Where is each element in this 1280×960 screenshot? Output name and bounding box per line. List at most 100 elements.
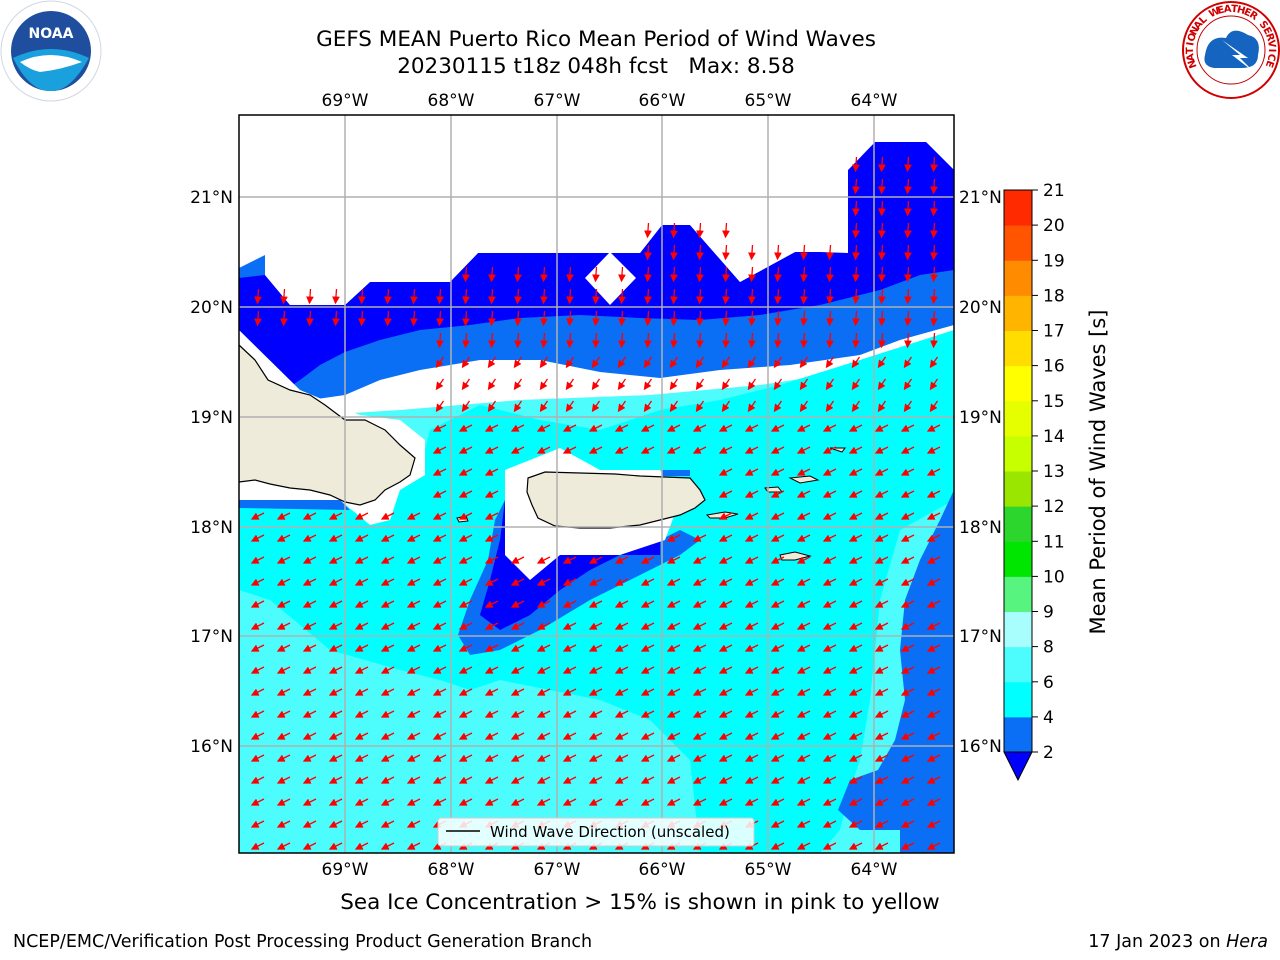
wind-wave-arrow — [302, 556, 317, 564]
map-plot-area — [239, 115, 954, 853]
wind-wave-arrow — [250, 842, 265, 850]
wind-wave-arrow — [380, 732, 395, 740]
wind-wave-arrow — [354, 798, 369, 806]
wind-wave-arrow — [406, 644, 421, 652]
wind-wave-arrow — [250, 754, 265, 762]
wind-wave-arrow — [874, 820, 889, 828]
wind-wave-arrow — [276, 820, 291, 828]
wind-wave-arrow — [536, 688, 551, 696]
wind-wave-arrow — [539, 356, 549, 369]
wind-wave-arrow — [900, 600, 915, 608]
wind-wave-arrow — [406, 688, 421, 696]
puerto-rico-land — [526, 471, 706, 529]
wind-wave-arrow — [354, 820, 369, 828]
colorbar-tick-label: 17 — [1043, 322, 1065, 342]
wind-wave-arrow — [588, 666, 603, 674]
nws-logo-letter: E — [1242, 7, 1253, 20]
wind-wave-arrow — [930, 288, 938, 305]
wind-wave-arrow — [904, 222, 912, 239]
wind-wave-arrow — [926, 666, 941, 674]
wind-wave-arrow — [800, 332, 808, 349]
wind-wave-arrow — [926, 512, 941, 520]
wind-wave-arrow — [562, 424, 577, 432]
wind-wave-arrow — [302, 666, 317, 674]
wind-wave-arrow — [588, 644, 603, 652]
wind-wave-arrow — [432, 446, 447, 454]
wind-wave-arrow — [254, 288, 262, 305]
wind-wave-arrow — [250, 512, 265, 520]
wind-wave-arrow — [250, 534, 265, 542]
wind-wave-arrow — [458, 666, 473, 674]
wind-wave-arrow — [796, 600, 811, 608]
wind-wave-arrow — [432, 644, 447, 652]
wind-wave-arrow — [695, 400, 705, 413]
wind-wave-arrow — [562, 732, 577, 740]
wind-wave-arrow — [770, 732, 785, 740]
wind-wave-arrow — [484, 600, 499, 608]
wind-wave-arrow — [514, 266, 522, 283]
wind-wave-arrow — [358, 310, 366, 327]
wind-wave-arrow — [306, 288, 314, 305]
wind-wave-arrow — [614, 446, 629, 454]
wind-wave-arrow — [695, 378, 705, 391]
wind-wave-arrow — [510, 644, 525, 652]
wind-wave-arrow — [435, 400, 445, 413]
wind-wave-arrow — [744, 490, 759, 498]
wind-wave-arrow — [878, 310, 886, 327]
wind-wave-arrow — [354, 556, 369, 564]
wind-wave-arrow — [614, 798, 629, 806]
wind-wave-arrow — [640, 732, 655, 740]
wind-wave-arrow — [695, 356, 705, 369]
wind-wave-arrow — [614, 644, 629, 652]
wind-wave-arrow — [614, 578, 629, 586]
nws-logo-letter: E — [1216, 5, 1226, 17]
wind-wave-arrow — [878, 156, 886, 173]
wind-wave-arrow — [280, 310, 288, 327]
wind-wave-arrow — [588, 754, 603, 762]
wind-wave-arrow — [536, 732, 551, 740]
lat-label: 21°N — [190, 188, 233, 208]
wind-wave-arrow — [588, 710, 603, 718]
nws-logo-letter: T — [1230, 4, 1238, 16]
wind-wave-arrow — [432, 666, 447, 674]
nws-logo-letter: I — [1185, 41, 1196, 46]
noaa-logo-text: NOAA — [29, 26, 74, 42]
wind-wave-arrow — [432, 424, 447, 432]
wind-wave-arrow — [380, 754, 395, 762]
footer-credit: NCEP/EMC/Verification Post Processing Pr… — [13, 932, 593, 952]
wind-wave-arrow — [848, 556, 863, 564]
wind-wave-arrow — [926, 534, 941, 542]
wind-wave-arrow — [484, 490, 499, 498]
wind-wave-arrow — [536, 600, 551, 608]
wind-wave-arrow — [458, 732, 473, 740]
hispaniola-land — [239, 344, 416, 506]
wind-wave-arrow — [822, 512, 837, 520]
wind-wave-arrow — [874, 710, 889, 718]
wind-wave-arrow — [406, 798, 421, 806]
wind-wave-arrow — [666, 424, 681, 432]
wind-wave-arrow — [666, 578, 681, 586]
wind-wave-arrow — [306, 310, 314, 327]
wind-wave-arrow — [536, 446, 551, 454]
wind-wave-arrow — [718, 644, 733, 652]
wind-wave-arrow — [874, 776, 889, 784]
wind-wave-arrow — [302, 842, 317, 850]
wind-wave-arrow — [926, 798, 941, 806]
wind-wave-arrow — [848, 490, 863, 498]
wind-wave-arrow — [643, 356, 653, 369]
wind-wave-arrow — [458, 512, 473, 520]
wind-wave-arrow — [770, 446, 785, 454]
colorbar-segment — [1004, 330, 1032, 367]
colorbar-tick-label: 15 — [1043, 392, 1065, 412]
wind-wave-arrow — [799, 400, 809, 413]
wind-wave-arrow — [562, 622, 577, 630]
wind-wave-arrow — [722, 266, 730, 283]
wind-wave-arrow — [878, 200, 886, 217]
colorbar-segment — [1004, 400, 1032, 437]
wind-wave-arrow — [328, 732, 343, 740]
wind-wave-arrow — [770, 710, 785, 718]
wind-wave-arrow — [513, 400, 523, 413]
wind-wave-arrow — [848, 600, 863, 608]
lat-label: 18°N — [190, 518, 233, 538]
wind-wave-arrow — [644, 266, 652, 283]
